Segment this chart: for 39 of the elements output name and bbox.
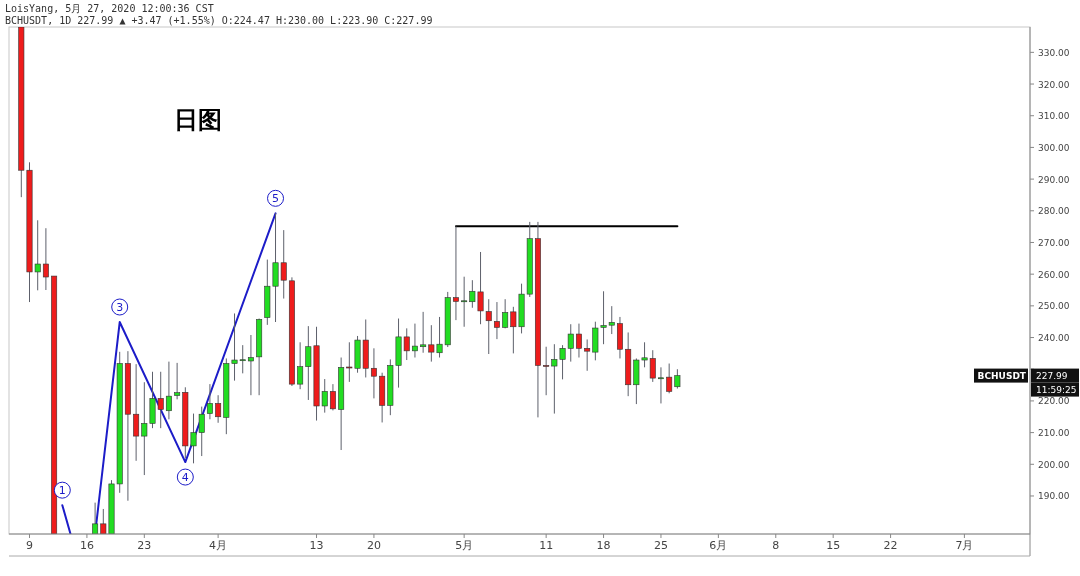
x-tick-label: 9 (26, 539, 33, 552)
annotation: 3 (116, 301, 124, 315)
y-tick-label: 290.00 (1038, 174, 1070, 185)
y-tick-label: 270.00 (1038, 237, 1070, 248)
y-tick-label: 300.00 (1038, 142, 1070, 153)
x-tick-label: 6月 (709, 539, 728, 552)
y-tick-label: 250.00 (1038, 301, 1070, 312)
annotation: 日图 (173, 106, 222, 135)
annotation: 5 (272, 192, 280, 206)
chart-title: LoisYang, 5月 27, 2020 12:00:36 CST (5, 3, 214, 14)
y-tick-label: 260.00 (1038, 269, 1070, 280)
y-tick-label: 190.00 (1038, 491, 1070, 502)
x-tick-label: 25 (653, 539, 668, 552)
y-tick-label: 220.00 (1038, 396, 1070, 407)
y-tick-label: 320.00 (1038, 79, 1070, 90)
y-tick-label: 310.00 (1038, 111, 1070, 122)
y-tick-label: 280.00 (1038, 206, 1070, 217)
x-tick-label: 22 (883, 539, 898, 552)
y-tick-label: 330.00 (1038, 47, 1070, 58)
x-tick-label: 8 (772, 539, 780, 552)
text: 11:59:25 (1036, 385, 1077, 396)
x-tick-label: 7月 (955, 539, 974, 552)
x-tick-label: 15 (826, 539, 841, 552)
y-tick-label: 200.00 (1038, 459, 1070, 470)
x-tick-label: 11 (539, 539, 554, 552)
x-tick-label: 18 (596, 539, 611, 552)
y-tick-label: 210.00 (1038, 428, 1070, 439)
annotation: 4 (181, 471, 189, 485)
x-tick-label: 20 (366, 539, 381, 552)
x-tick-label: 16 (79, 539, 94, 552)
chart-subtitle: BCHUSDT, 1D 227.99 ▲ +3.47 (+1.55%) O:224.47 H:230.00 L:223.90 C:227.99 (5, 15, 433, 26)
x-tick-label: 5月 (455, 539, 474, 552)
y-tick-label: 240.00 (1038, 333, 1070, 344)
annotation: 1 (58, 484, 66, 498)
x-tick-label: 23 (137, 539, 152, 552)
text: 227.99 (1036, 371, 1068, 382)
x-tick-label: 4月 (209, 539, 228, 552)
annotation: BCHUSDT (977, 371, 1027, 382)
x-tick-label: 13 (309, 539, 324, 552)
